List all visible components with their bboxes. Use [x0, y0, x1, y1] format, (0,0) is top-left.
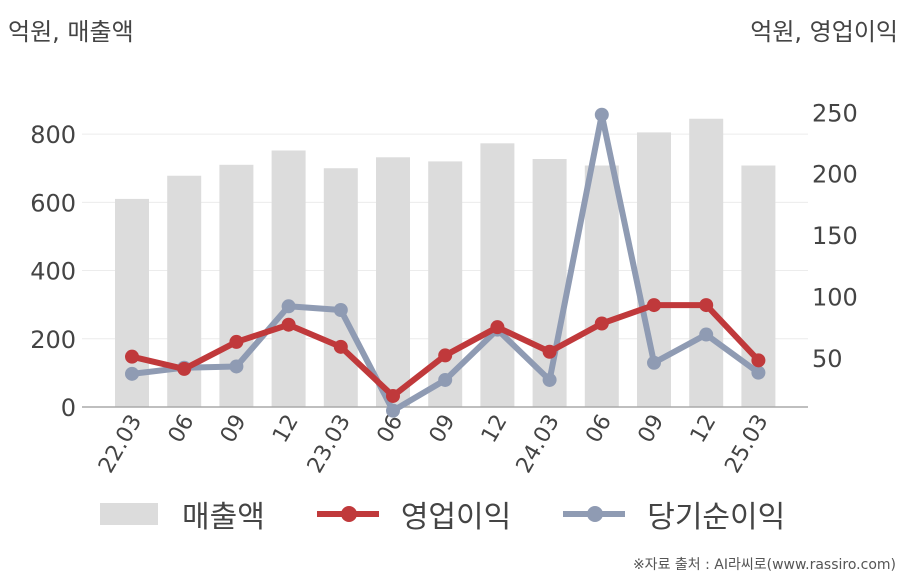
left-axis-unit: 억원, 매출액 — [8, 18, 134, 46]
right-tick-label: 50 — [812, 345, 843, 373]
x-tick-label: 09 — [425, 411, 461, 448]
source-credit: ※자료 출처 : AI라씨로(www.rassiro.com) — [632, 557, 896, 573]
net-income-point-9 — [594, 107, 609, 122]
x-tick-label: 06 — [581, 411, 617, 448]
legend-item-operating-profit: 영업이익 — [316, 492, 512, 536]
net-income-point-0 — [125, 366, 139, 381]
x-tick-label: 12 — [686, 411, 722, 448]
bar-9 — [584, 165, 619, 407]
bar-3 — [271, 150, 306, 408]
operating-profit-point-9 — [594, 316, 609, 331]
operating-profit-point-1 — [177, 361, 192, 376]
operating-profit-point-0 — [125, 349, 139, 364]
x-tick-label: 22.03 — [94, 411, 147, 478]
operating-profit-point-7 — [490, 320, 505, 335]
net-income-point-2 — [229, 359, 244, 374]
legend-label-revenue: 매출액 — [182, 500, 265, 535]
right-tick-label: 250 — [812, 99, 858, 127]
x-tick-label: 09 — [634, 411, 670, 448]
left-tick-label: 800 — [30, 121, 76, 149]
x-tick-label: 23.03 — [303, 411, 356, 478]
operating-profit-point-4 — [333, 339, 348, 354]
x-tick-label: 12 — [477, 411, 513, 448]
right-tick-label: 200 — [812, 161, 858, 189]
x-tick-label: 09 — [216, 411, 252, 448]
operating-profit-point-5 — [386, 388, 400, 403]
operating-profit-point-6 — [438, 348, 453, 363]
legend-swatch-revenue — [100, 503, 158, 525]
left-tick-label: 200 — [30, 326, 76, 354]
left-tick-label: 400 — [30, 258, 76, 286]
legend-swatch-net-income — [563, 503, 626, 525]
operating-profit-point-12 — [751, 353, 766, 368]
legend-item-net-income: 당기순이익 — [563, 492, 785, 536]
bar-7 — [480, 143, 515, 407]
net-income-point-3 — [281, 299, 296, 314]
right-tick-label: 150 — [812, 222, 858, 250]
bar-5 — [376, 157, 410, 407]
bar-11 — [689, 118, 724, 407]
legend-label-operating-profit: 영업이익 — [400, 500, 512, 535]
operating-profit-point-11 — [699, 298, 714, 313]
left-tick-label: 600 — [30, 189, 76, 217]
x-tick-label: 06 — [164, 411, 200, 448]
x-tick-label: 24.03 — [512, 411, 565, 478]
right-tick-label: 100 — [812, 283, 858, 311]
net-income-point-11 — [699, 327, 714, 342]
x-tick-label: 25.03 — [720, 411, 773, 478]
net-income-point-4 — [333, 302, 348, 317]
operating-profit-point-2 — [229, 334, 244, 349]
operating-profit-point-3 — [281, 317, 296, 332]
legend-label-net-income: 당기순이익 — [647, 500, 786, 535]
net-income-point-6 — [438, 372, 453, 387]
net-income-point-12 — [751, 365, 766, 380]
operating-profit-point-10 — [647, 298, 661, 313]
net-income-point-8 — [542, 372, 557, 387]
legend-item-revenue: 매출액 — [100, 492, 265, 536]
right-axis-unit: 억원, 영업이익 — [750, 18, 898, 46]
net-income-point-5 — [386, 403, 400, 418]
operating-profit-point-8 — [542, 344, 557, 359]
bar-4 — [323, 168, 358, 407]
x-tick-label: 12 — [268, 411, 304, 448]
left-tick-label: 0 — [61, 394, 76, 422]
legend-swatch-operating-profit — [316, 503, 379, 525]
chart-legend: 매출액 영업이익 당기순이익 — [100, 492, 837, 536]
net-income-point-10 — [647, 355, 661, 370]
